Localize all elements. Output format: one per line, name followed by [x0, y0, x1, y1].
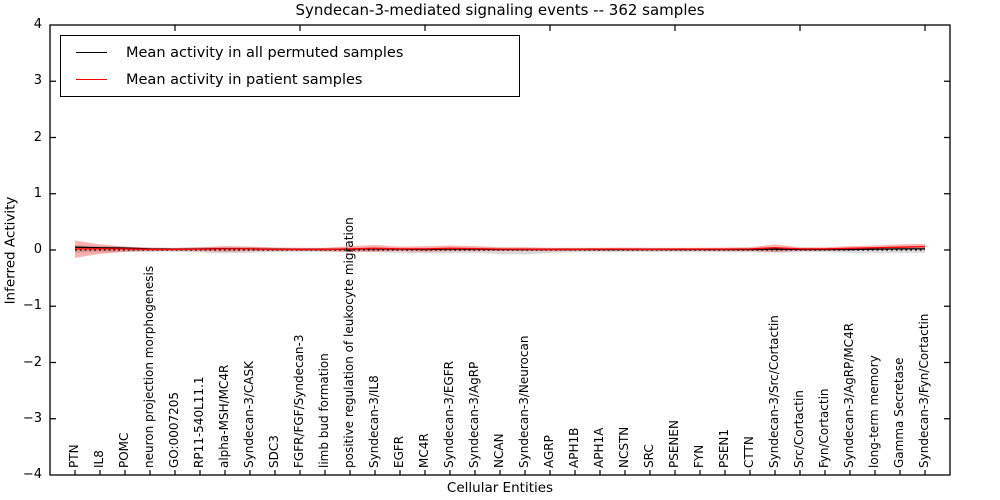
- x-tick-label: PTN: [67, 444, 81, 468]
- x-tick-label: long-term memory: [867, 355, 881, 468]
- x-tick-label: APH1A: [592, 427, 606, 468]
- x-tick-label: RP11-540L11.1: [192, 376, 206, 468]
- y-tick-label: 3: [33, 73, 42, 89]
- y-tick-label: −3: [22, 410, 42, 426]
- x-tick-label: Src/Cortactin: [792, 390, 806, 468]
- x-tick-label: AGRP: [542, 435, 556, 468]
- x-tick-label: Syndecan-3/IL8: [367, 375, 381, 468]
- y-tick-label: 0: [33, 242, 42, 257]
- x-tick-label: NCSTN: [617, 426, 631, 468]
- x-tick-label: SDC3: [267, 435, 281, 468]
- x-tick-label: Syndecan-3/Fyn/Cortactin: [917, 313, 931, 468]
- y-tick-label: 4: [33, 17, 42, 32]
- legend: Mean activity in all permuted samples Mea…: [60, 35, 520, 97]
- y-tick-label: −2: [22, 354, 42, 370]
- tick-marks: [50, 25, 950, 475]
- series-line-1: [75, 245, 926, 251]
- x-tick-label: Syndecan-3/EGFR: [442, 360, 456, 468]
- legend-label: Mean activity in all permuted samples: [126, 44, 404, 61]
- x-tick-label: APH1B: [567, 427, 581, 468]
- x-tick-label: FGFR/FGF/Syndecan-3: [292, 334, 306, 468]
- x-tick-label: FYN: [692, 444, 706, 468]
- x-tick-label: PSENEN: [667, 420, 681, 468]
- y-tick-label: 2: [33, 129, 42, 145]
- legend-item: Mean activity in all permuted samples: [61, 39, 519, 66]
- x-tick-label: neuron projection morphogenesis: [142, 265, 156, 468]
- x-tick-label: SRC: [642, 444, 656, 468]
- x-tick-label: NCAN: [492, 433, 506, 468]
- x-tick-label: limb bud formation: [317, 353, 331, 468]
- x-tick-label: Syndecan-3/Neurocan: [517, 335, 531, 468]
- x-tick-label: PSEN1: [717, 428, 731, 468]
- x-tick-label: Gamma Secretase: [892, 357, 906, 468]
- x-tick-label: CTTN: [742, 436, 756, 468]
- legend-line-sample-icon: [76, 52, 107, 53]
- x-tick-label: Syndecan-3/AgRP: [467, 361, 481, 468]
- y-tick-label: −4: [22, 467, 42, 482]
- chart-title: Syndecan-3-mediated signaling events -- …: [295, 1, 705, 19]
- x-tick-label: positive regulation of leukocyte migrati…: [342, 217, 356, 468]
- x-tick-label: EGFR: [392, 435, 406, 468]
- x-tick-label: Syndecan-3/Src/Cortactin: [767, 315, 781, 468]
- x-tick-label: GO:0007205: [167, 391, 181, 468]
- x-axis-title: Cellular Entities: [446, 480, 554, 496]
- x-tick-label: IL8: [92, 450, 106, 468]
- legend-line-sample-icon: [76, 79, 107, 80]
- x-tick-label: MC4R: [417, 433, 431, 468]
- x-tick-label: Syndecan-3/CASK: [242, 361, 256, 468]
- x-tick-label: POMC: [117, 432, 131, 468]
- y-tick-label: −1: [22, 298, 42, 314]
- x-tick-label: Fyn/Cortactin: [817, 388, 831, 468]
- y-tick-label: 1: [33, 185, 42, 201]
- legend-label: Mean activity in patient samples: [126, 71, 363, 88]
- x-tick-label: Syndecan-3/AgRP/MC4R: [842, 322, 856, 468]
- x-tick-label: alpha-MSH/MC4R: [217, 364, 231, 468]
- legend-item: Mean activity in patient samples: [61, 66, 519, 93]
